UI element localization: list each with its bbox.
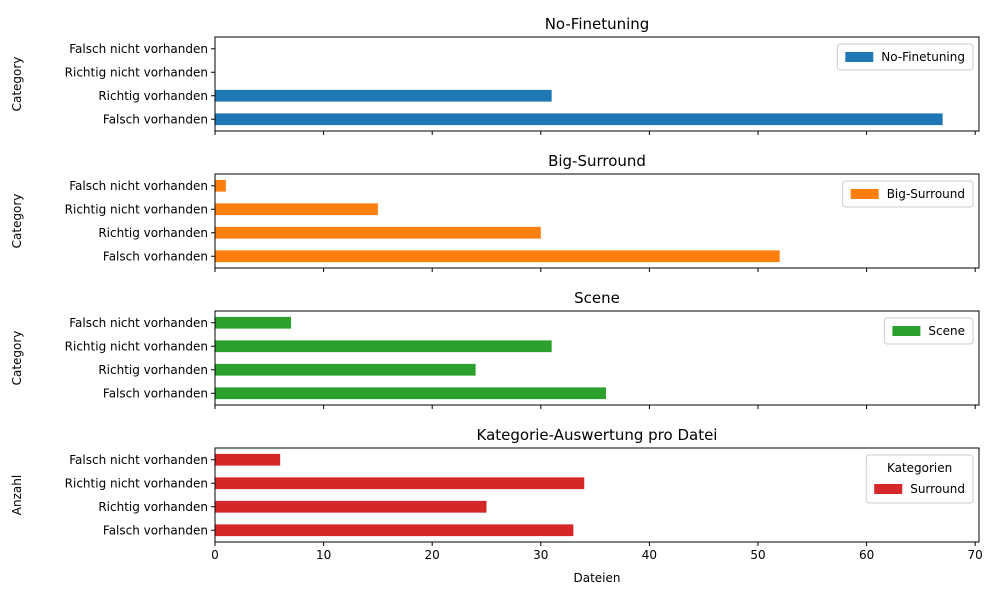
y-axis-label: Anzahl [10,475,24,515]
subplot-title: Big-Surround [548,152,646,170]
bar-falsch-nicht-vorhanden [215,316,292,329]
legend-frame [842,180,974,208]
bar-falsch-vorhanden [215,524,574,537]
y-tick-label: Falsch nicht vorhanden [69,453,208,467]
bar-richtig-vorhanden [215,500,487,513]
x-tick-label: 60 [859,548,874,562]
bar-falsch-nicht-vorhanden [215,179,226,192]
subplot-2: Big-Surround Category Falsch vorhanden Rich… [10,152,980,272]
x-tick-label: 10 [316,548,331,562]
subplot-4: Kategorie-Auswertung pro Datei Anzahl Fals… [10,426,983,585]
y-tick-label: Richtig nicht vorhanden [65,202,208,216]
bar-falsch-vorhanden [215,387,606,400]
x-tick-label: 0 [211,548,219,562]
x-tick-label: 40 [642,548,657,562]
y-tick-label: Falsch nicht vorhanden [69,179,208,193]
legend: Scene [883,317,974,345]
plot-frame [214,173,980,269]
legend-frame [836,43,974,71]
y-tick-label: Richtig vorhanden [98,226,208,240]
legend: Big-Surround [842,180,974,208]
legend-swatch [892,326,921,336]
y-tick-label: Falsch vorhanden [103,112,208,126]
y-tick-label: Falsch nicht vorhanden [69,42,208,56]
legend: No-Finetuning [836,43,974,71]
x-tick-label: 50 [750,548,765,562]
plot-frame [214,310,980,406]
bar-falsch-vorhanden [215,113,943,126]
x-tick-label: 70 [968,548,983,562]
y-axis-label: Category [10,194,24,249]
plot-frame [214,447,980,543]
y-tick-label: Richtig nicht vorhanden [65,339,208,353]
legend-entry-label: Surround [910,482,965,496]
legend-title: Kategorien [887,461,952,475]
legend-swatch [850,189,879,199]
legend-entry-label: Big-Surround [887,187,965,201]
bar-richtig-nicht-vorhanden [215,340,552,353]
x-tick-label: 30 [533,548,548,562]
bar-falsch-vorhanden [215,250,780,263]
bar-falsch-nicht-vorhanden [215,453,281,466]
legend: Surround Kategorien [865,454,974,504]
y-tick-label: Richtig vorhanden [98,363,208,377]
bar-richtig-nicht-vorhanden [215,477,585,490]
y-tick-label: Falsch nicht vorhanden [69,316,208,330]
y-axis-label: Category [10,57,24,112]
y-tick-label: Falsch vorhanden [103,523,208,537]
legend-swatch [874,484,903,494]
bar-richtig-nicht-vorhanden [215,203,378,216]
y-tick-label: Richtig vorhanden [98,89,208,103]
subplot-title: No-Finetuning [545,15,650,33]
legend-entry-label: Scene [928,324,965,338]
bar-richtig-vorhanden [215,226,541,239]
y-tick-label: Richtig nicht vorhanden [65,476,208,490]
plot-frame [214,36,980,132]
y-tick-label: Richtig vorhanden [98,500,208,514]
subplot-3: Scene Category Falsch vorhanden Richtig vor… [10,289,980,409]
legend-swatch [845,52,874,62]
bar-richtig-vorhanden [215,89,552,102]
x-axis-label: Dateien [573,571,620,585]
y-axis-label: Category [10,331,24,386]
subplot-1: No-Finetuning Category Falsch vorhanden Ric… [10,15,980,135]
y-tick-label: Richtig nicht vorhanden [65,65,208,79]
bar-richtig-vorhanden [215,363,476,376]
subplot-title: Scene [574,289,620,307]
y-tick-label: Falsch vorhanden [103,249,208,263]
legend-entry-label: No-Finetuning [881,50,965,64]
subplot-title: Kategorie-Auswertung pro Datei [477,426,718,444]
legend-frame [883,317,974,345]
y-tick-label: Falsch vorhanden [103,386,208,400]
x-tick-label: 20 [425,548,440,562]
